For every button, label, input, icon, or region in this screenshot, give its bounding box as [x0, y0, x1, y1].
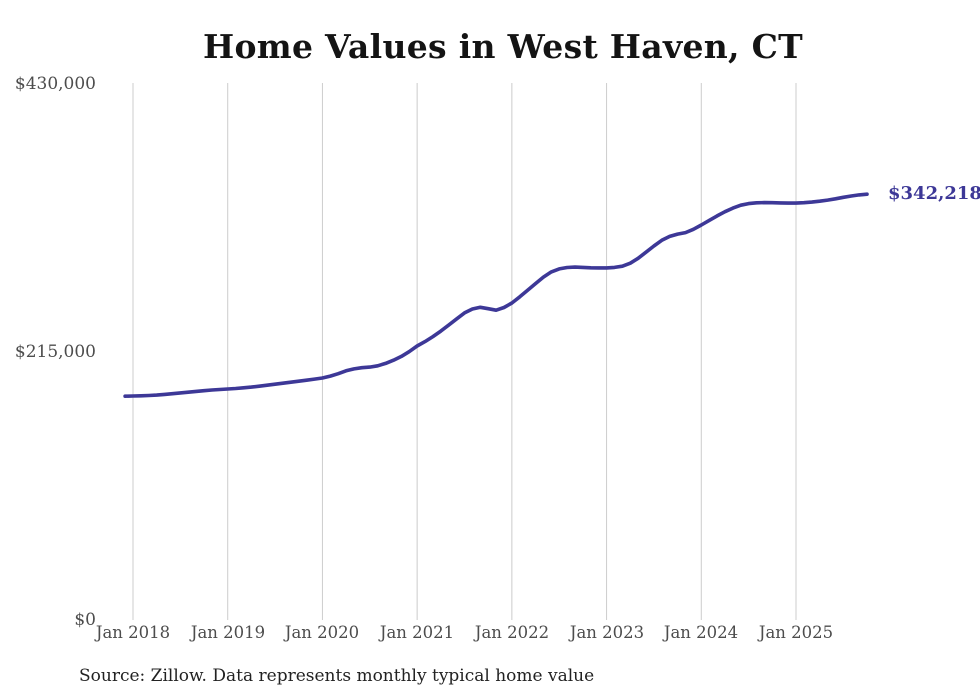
x-axis-tick-jan-2024: Jan 2024: [663, 623, 739, 642]
x-axis-tick-jan-2023: Jan 2023: [569, 623, 645, 642]
x-axis-tick-jan-2022: Jan 2022: [474, 623, 550, 642]
chart-title: Home Values in West Haven, CT: [202, 27, 804, 66]
x-axis-tick-jan-2021: Jan 2021: [379, 623, 455, 642]
y-axis-tick-215000: $215,000: [14, 342, 96, 362]
home-value-series-line: [123, 192, 869, 398]
x-axis-tick-jan-2018: Jan 2018: [95, 623, 171, 642]
x-axis-tick-jan-2025: Jan 2025: [758, 623, 834, 642]
y-axis-tick-0: $0: [74, 610, 96, 630]
x-axis-tick-jan-2019: Jan 2019: [190, 623, 266, 642]
y-axis-tick-430000: $430,000: [14, 74, 96, 94]
x-axis-tick-jan-2020: Jan 2020: [284, 623, 360, 642]
source-note: Source: Zillow. Data represents monthly …: [79, 666, 595, 686]
latest-value-label: $342,218: [888, 183, 980, 204]
